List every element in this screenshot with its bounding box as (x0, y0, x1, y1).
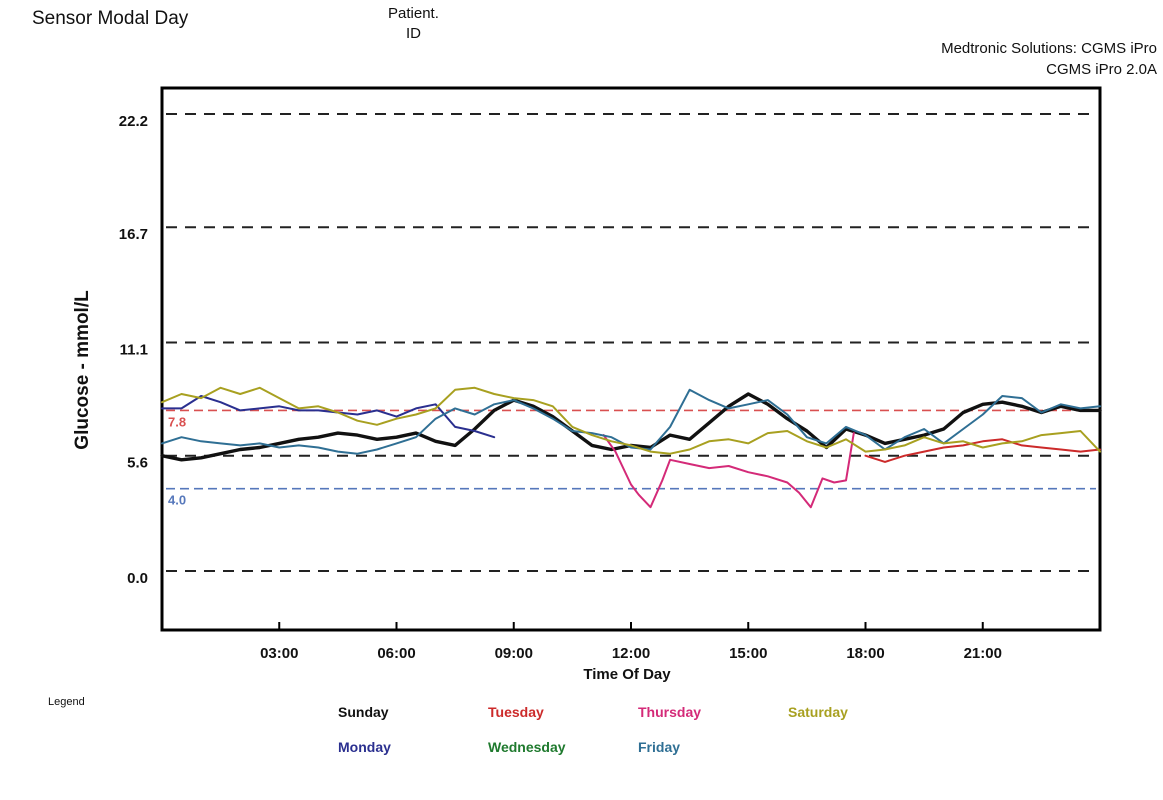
y-axis-label: Glucose - mmol/L (72, 290, 93, 450)
series-lines (160, 386, 1102, 509)
patient-label: Patient. (388, 5, 439, 22)
page-title: Sensor Modal Day (32, 8, 189, 29)
series-line-monday (161, 395, 496, 439)
patient-block: Patient. ID (388, 4, 439, 44)
x-tick-label: 03:00 (260, 645, 298, 662)
vendor-line-2: CGMS iPro 2.0A (1046, 61, 1157, 78)
vendor-info: Medtronic Solutions: CGMS iPro CGMS iPro… (941, 38, 1157, 80)
y-tick-label: 22.2 (119, 113, 148, 130)
x-tick-label: 15:00 (729, 645, 767, 662)
reference-line-label: 7.8 (168, 414, 186, 429)
legend-item-wednesday: Wednesday (488, 739, 566, 755)
legend-item-monday: Monday (338, 739, 391, 755)
vendor-line-1: Medtronic Solutions: CGMS iPro (941, 40, 1157, 57)
series-line-tuesday (864, 438, 1101, 463)
x-axis-label: Time Of Day (583, 666, 671, 683)
legend-item-friday: Friday (638, 739, 681, 755)
x-tick-label: 21:00 (964, 645, 1002, 662)
y-tick-label: 5.6 (127, 455, 148, 472)
patient-id-label: ID (405, 25, 421, 42)
plot-frame (160, 86, 1102, 632)
series-line-thursday (602, 432, 855, 509)
x-tick-label: 18:00 (846, 645, 884, 662)
series-line-saturday (161, 386, 1101, 455)
legend-item-sunday: Sunday (338, 704, 389, 720)
reference-line-label: 4.0 (168, 493, 186, 508)
legend-item-tuesday: Tuesday (488, 704, 544, 720)
legend-item-saturday: Saturday (788, 704, 848, 720)
legend-title: Legend (48, 696, 85, 708)
grid-lines (166, 113, 1096, 572)
x-tick-label: 06:00 (377, 645, 415, 662)
x-tick-label: 09:00 (495, 645, 533, 662)
y-tick-label: 16.7 (119, 226, 148, 243)
y-tick-label: 11.1 (120, 342, 148, 359)
y-tick-label: 0.0 (127, 570, 148, 587)
x-tick-label: 12:00 (612, 645, 650, 662)
legend-item-thursday: Thursday (638, 704, 702, 720)
axes: 0.0 5.6 11.1 16.7 22.2 03:00 06:00 09:00 12:00 15… (119, 113, 1002, 662)
